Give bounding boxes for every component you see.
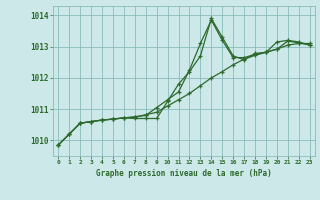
X-axis label: Graphe pression niveau de la mer (hPa): Graphe pression niveau de la mer (hPa) bbox=[96, 169, 272, 178]
